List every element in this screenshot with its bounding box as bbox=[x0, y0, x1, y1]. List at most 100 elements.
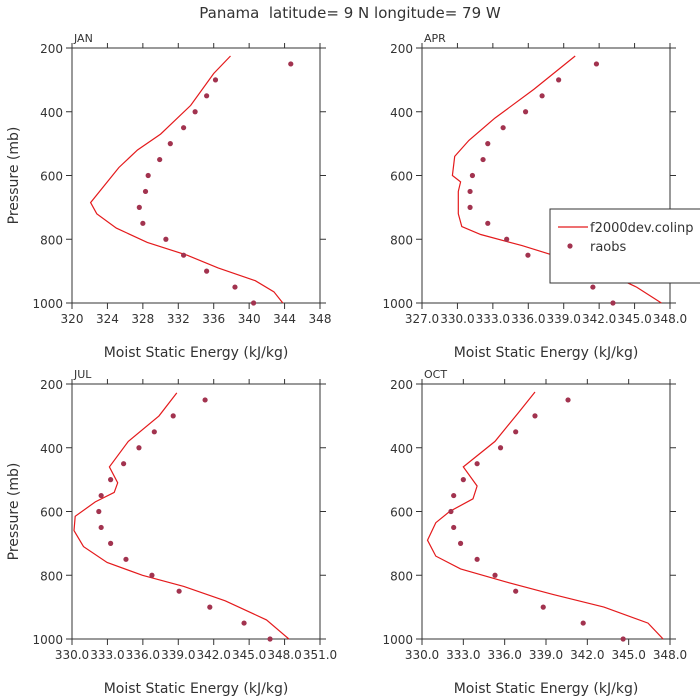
x-tick-label: 333.0 bbox=[446, 648, 480, 662]
data-point bbox=[98, 492, 104, 499]
data-point bbox=[163, 236, 169, 242]
data-point bbox=[504, 236, 510, 242]
data-point bbox=[288, 61, 294, 67]
y-axis-label: Pressure (mb) bbox=[6, 463, 22, 561]
x-axis-label: Moist Static Energy (kJ/kg) bbox=[104, 345, 289, 361]
data-point bbox=[108, 540, 114, 546]
data-point bbox=[448, 508, 454, 515]
y-tick-label: 200 bbox=[40, 42, 63, 56]
x-tick-label: 342.0 bbox=[570, 648, 604, 662]
y-tick-label: 800 bbox=[390, 233, 413, 247]
x-axis-label: Moist Static Energy (kJ/kg) bbox=[454, 681, 639, 697]
y-tick-label: 800 bbox=[390, 569, 413, 583]
data-point bbox=[202, 397, 208, 403]
x-tick-label: 336.0 bbox=[511, 312, 545, 326]
x-tick-label: 344 bbox=[273, 312, 296, 326]
y-tick-label: 1000 bbox=[382, 633, 413, 647]
y-tick-label: 1000 bbox=[382, 297, 413, 311]
y-tick-label: 400 bbox=[390, 442, 413, 456]
y-tick-label: 200 bbox=[40, 378, 63, 392]
figure-title: Panama latitude= 9 N longitude= 79 W bbox=[199, 4, 501, 22]
data-point bbox=[98, 524, 104, 531]
x-tick-label: 336.0 bbox=[487, 648, 521, 662]
panel-jul: JUL 330.0 333.0 336.0 339.0 342.0 345.0 348.0 35… bbox=[6, 368, 337, 697]
y-tick-label: 1000 bbox=[32, 633, 63, 647]
x-tick-label: 339.0 bbox=[529, 648, 563, 662]
x-tick-label: 342.0 bbox=[197, 648, 231, 662]
y-tick-label: 600 bbox=[390, 170, 413, 184]
data-point bbox=[593, 61, 600, 67]
data-point bbox=[181, 125, 187, 131]
data-point bbox=[492, 572, 498, 578]
data-point bbox=[176, 588, 182, 594]
data-point bbox=[590, 284, 596, 290]
data-point bbox=[204, 268, 210, 274]
x-tick-label: 336.0 bbox=[126, 648, 160, 662]
data-point bbox=[469, 172, 476, 179]
data-point bbox=[451, 524, 457, 531]
x-tick-label: 348.0 bbox=[267, 648, 301, 662]
y-tick-label: 400 bbox=[40, 442, 63, 456]
data-point bbox=[540, 604, 546, 610]
x-tick-label: 332 bbox=[167, 312, 190, 326]
y-tick-label: 200 bbox=[390, 378, 413, 392]
data-point bbox=[610, 300, 616, 306]
x-tick-label: 330.0 bbox=[440, 312, 474, 326]
data-point bbox=[620, 636, 626, 642]
x-tick-label: 330.0 bbox=[55, 648, 89, 662]
y-tick-label: 1000 bbox=[32, 297, 63, 311]
data-point bbox=[480, 156, 486, 163]
x-tick-label: 320 bbox=[61, 312, 84, 326]
x-tick-label: 348 bbox=[309, 312, 332, 326]
data-point bbox=[525, 252, 531, 258]
x-tick-label: 345.0 bbox=[611, 648, 645, 662]
x-tick-label: 324 bbox=[96, 312, 119, 326]
data-point bbox=[457, 540, 464, 546]
data-point bbox=[157, 156, 163, 163]
y-tick-label: 200 bbox=[390, 42, 413, 56]
panel-jan: JAN 320 324 328 332 336 340 344 348 200 400 600 800 1… bbox=[6, 32, 331, 361]
y-tick-label: 600 bbox=[40, 506, 63, 520]
legend-entry-model: f2000dev.colinp bbox=[590, 221, 694, 236]
data-point bbox=[142, 188, 149, 195]
x-tick-label: 333.0 bbox=[476, 312, 510, 326]
data-point bbox=[170, 413, 176, 419]
data-point bbox=[149, 572, 155, 578]
data-point bbox=[151, 429, 157, 435]
data-point bbox=[207, 604, 213, 610]
data-point bbox=[121, 461, 127, 467]
data-point bbox=[108, 477, 114, 483]
x-tick-label: 348.0 bbox=[653, 648, 687, 662]
data-point bbox=[513, 588, 519, 594]
data-point bbox=[136, 204, 142, 210]
legend-entry-raobs: raobs bbox=[590, 240, 627, 255]
data-point bbox=[181, 252, 187, 258]
data-point bbox=[145, 172, 151, 179]
data-point bbox=[460, 477, 466, 483]
series-line bbox=[73, 392, 290, 640]
y-tick-label: 800 bbox=[40, 569, 63, 583]
data-point bbox=[485, 220, 491, 226]
data-point bbox=[123, 556, 129, 562]
data-point bbox=[467, 188, 473, 195]
x-axis-label: Moist Static Energy (kJ/kg) bbox=[454, 345, 639, 361]
data-point bbox=[467, 204, 473, 210]
data-point bbox=[580, 620, 586, 626]
data-point bbox=[267, 636, 273, 642]
panel-oct: OCT 330.0 333.0 336.0 339.0 342.0 345.0 348.0 20… bbox=[382, 368, 687, 697]
panel-label: JUL bbox=[73, 368, 92, 381]
data-point bbox=[451, 492, 457, 499]
data-point bbox=[212, 77, 219, 83]
data-point bbox=[204, 93, 210, 99]
data-point bbox=[522, 109, 529, 115]
y-axis-label: Pressure (mb) bbox=[6, 127, 22, 225]
legend-box bbox=[549, 208, 700, 284]
data-point bbox=[474, 461, 480, 467]
y-tick-label: 800 bbox=[40, 233, 63, 247]
data-point bbox=[241, 620, 247, 626]
data-point bbox=[136, 445, 142, 451]
data-point bbox=[539, 93, 545, 99]
y-tick-label: 400 bbox=[40, 106, 63, 120]
